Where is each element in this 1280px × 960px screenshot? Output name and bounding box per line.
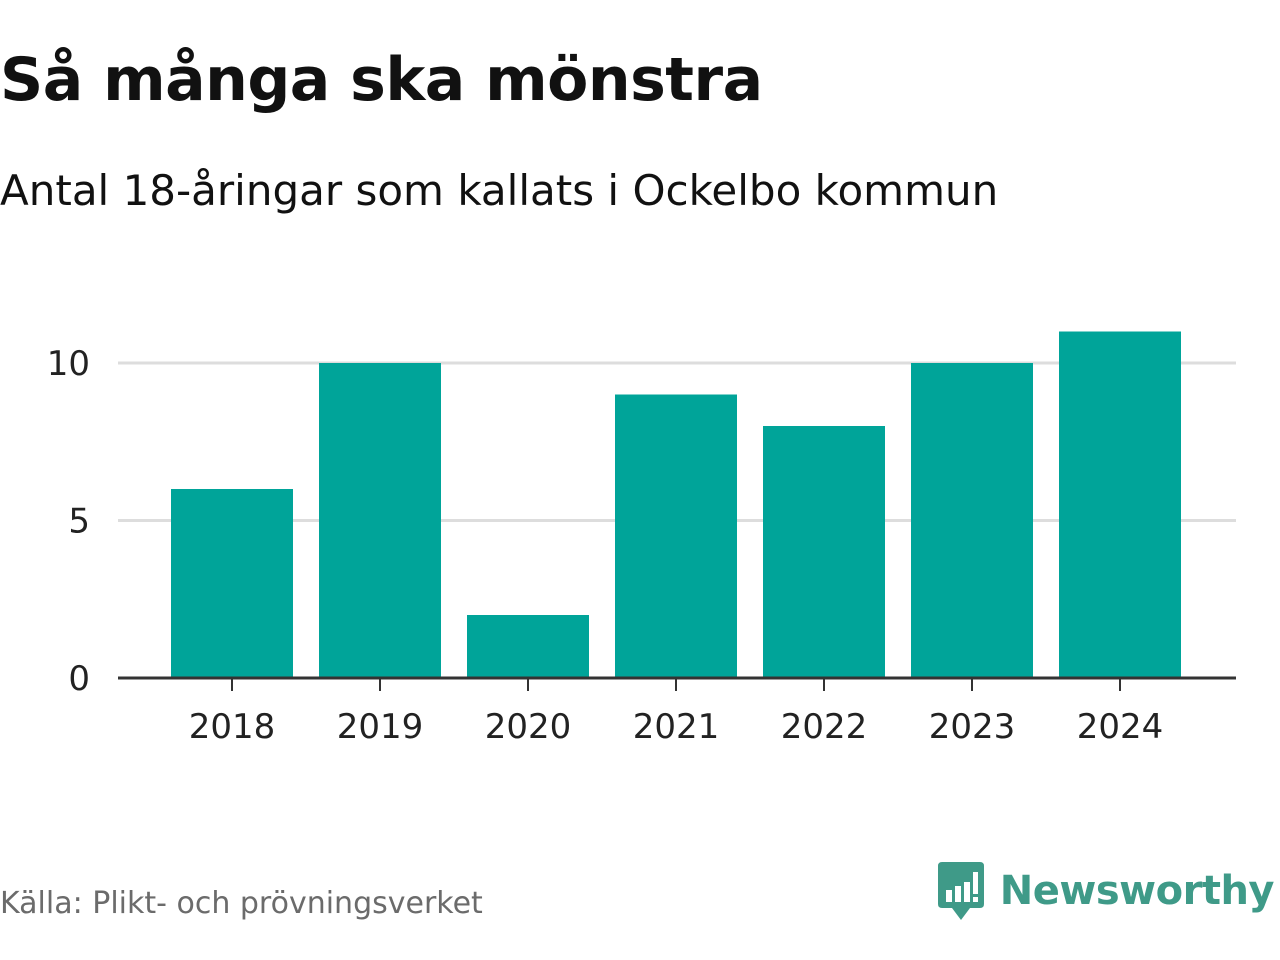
x-tick-label: 2018 (189, 707, 276, 747)
x-tick-label: 2019 (337, 707, 424, 747)
brand-name: Newsworthy (999, 868, 1275, 914)
bar-2022 (763, 426, 885, 678)
x-tick-label: 2023 (929, 707, 1016, 747)
chart-subtitle: Antal 18-åringar som kallats i Ockelbo k… (0, 166, 999, 215)
bar-2024 (1059, 331, 1181, 678)
source-note: Källa: Plikt- och prövningsverket (0, 886, 483, 921)
x-tick-label: 2020 (485, 707, 572, 747)
x-tick-label: 2022 (781, 707, 868, 747)
bar-2023 (911, 363, 1033, 678)
newsworthy-logo-icon (937, 862, 984, 920)
x-tick-label: 2024 (1077, 707, 1164, 747)
chart-title: Så många ska mönstra (0, 45, 763, 115)
y-tick-label: 5 (68, 502, 90, 542)
bar-2019 (319, 363, 441, 678)
bar-2021 (615, 394, 737, 678)
bar-2020 (467, 615, 589, 678)
bar-2018 (171, 489, 293, 678)
brand-logo: Newsworthy (936, 860, 1275, 922)
y-tick-label: 0 (68, 659, 90, 699)
y-tick-label: 10 (47, 344, 90, 384)
x-tick-label: 2021 (633, 707, 720, 747)
